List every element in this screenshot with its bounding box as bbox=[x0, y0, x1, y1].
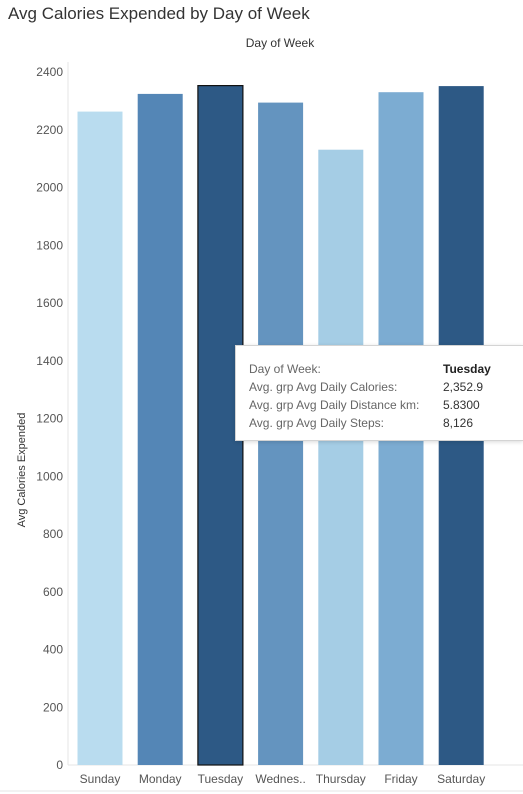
y-tick-label: 1800 bbox=[36, 238, 63, 252]
column-header: Day of Week bbox=[245, 36, 315, 50]
tooltip-row-day: Day of Week: Tuesday bbox=[249, 360, 523, 378]
x-tick-label: Saturday bbox=[437, 772, 485, 786]
y-tick-label: 200 bbox=[43, 700, 63, 714]
bar-monday[interactable] bbox=[137, 93, 183, 765]
tooltip-row-distance: Avg. grp Avg Daily Distance km: 5.8300 bbox=[249, 396, 523, 414]
tooltip-value: 5.8300 bbox=[443, 398, 480, 412]
x-tick-label: Monday bbox=[139, 772, 182, 786]
y-tick-label: 1200 bbox=[36, 412, 63, 426]
y-tick-label: 1000 bbox=[36, 469, 63, 483]
y-tick-label: 2400 bbox=[36, 65, 63, 79]
tooltip-key: Avg. grp Avg Daily Calories: bbox=[249, 380, 398, 394]
tooltip-value: 2,352.9 bbox=[443, 380, 484, 394]
bar-sunday[interactable] bbox=[77, 111, 123, 766]
x-tick-label: Tuesday bbox=[198, 772, 244, 786]
tooltip-key: Day of Week: bbox=[249, 362, 321, 376]
y-tick-label: 2200 bbox=[36, 123, 63, 137]
tooltip-value: Tuesday bbox=[443, 362, 491, 376]
y-tick-label: 1400 bbox=[36, 354, 63, 368]
tooltip-row-steps: Avg. grp Avg Daily Steps: 8,126 bbox=[249, 414, 523, 432]
x-tick-label: Wednes.. bbox=[255, 772, 305, 786]
x-tick-label: Thursday bbox=[316, 772, 366, 786]
tooltip: Day of Week: Tuesday Avg. grp Avg Daily … bbox=[235, 345, 523, 441]
y-tick-label: 0 bbox=[56, 758, 63, 772]
x-tick-label: Friday bbox=[384, 772, 417, 786]
tooltip-key: Avg. grp Avg Daily Steps: bbox=[249, 416, 384, 430]
y-axis-title: Avg Calories Expended bbox=[16, 412, 28, 528]
y-tick-label: 400 bbox=[43, 643, 63, 657]
tooltip-key: Avg. grp Avg Daily Distance km: bbox=[249, 398, 420, 412]
y-tick-label: 800 bbox=[43, 527, 63, 541]
y-tick-label: 1600 bbox=[36, 296, 63, 310]
y-tick-label: 600 bbox=[43, 585, 63, 599]
tooltip-value: 8,126 bbox=[443, 416, 474, 430]
y-axis-title-wrap: Avg Calories Expended bbox=[12, 250, 32, 690]
chart-title: Avg Calories Expended by Day of Week bbox=[8, 4, 310, 23]
y-tick-label: 2000 bbox=[36, 181, 63, 195]
x-ticks-group: Sunday Monday Tuesday Wednes.. Thursday Frida… bbox=[80, 772, 486, 786]
tooltip-row-calories: Avg. grp Avg Daily Calories: 2,352.9 bbox=[249, 378, 523, 396]
x-tick-label: Sunday bbox=[80, 772, 121, 786]
bars-group bbox=[77, 84, 484, 766]
bar-thursday[interactable] bbox=[318, 149, 364, 765]
y-ticks-group: 0 200 400 600 800 1000 1200 1400 1600 1800 2000 220… bbox=[36, 65, 63, 772]
